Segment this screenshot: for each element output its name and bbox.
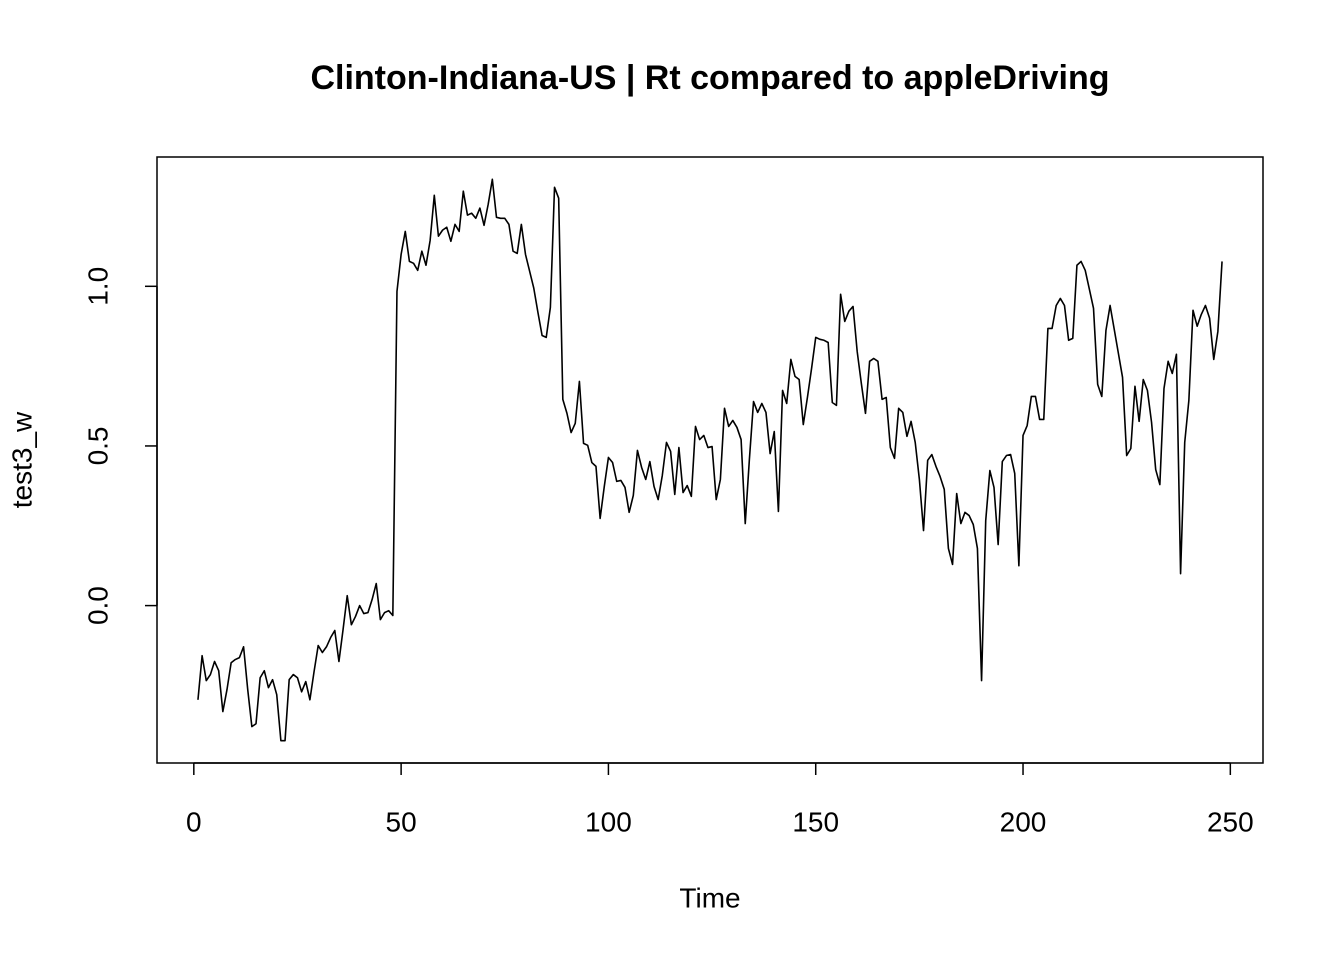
x-tick-label: 0 — [186, 806, 202, 837]
x-axis-label: Time — [679, 882, 740, 913]
y-tick-label: 1.0 — [82, 267, 113, 306]
x-tick-label: 50 — [386, 806, 417, 837]
data-line — [197, 178, 1223, 742]
x-tick-label: 100 — [585, 806, 632, 837]
y-tick-label: 0.0 — [82, 586, 113, 625]
x-tick-label: 250 — [1207, 806, 1254, 837]
x-tick-label: 150 — [792, 806, 839, 837]
chart-title: Clinton-Indiana-US | Rt compared to appl… — [310, 59, 1109, 97]
y-axis-label: test3_w — [6, 411, 37, 508]
x-tick-label: 200 — [1000, 806, 1047, 837]
y-tick-label: 0.5 — [82, 426, 113, 465]
